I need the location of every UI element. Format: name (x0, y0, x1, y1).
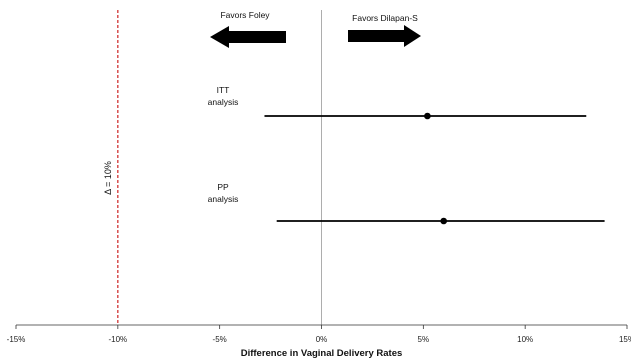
margin-label: Δ = 10% (103, 161, 113, 195)
estimate-rows: ITT analysis PP analysis (208, 85, 605, 225)
row-label-line1: ITT (217, 85, 230, 95)
right-arrow-icon (348, 25, 421, 47)
x-axis-title: Difference in Vaginal Delivery Rates (241, 348, 403, 359)
left-arrow-icon (210, 26, 286, 48)
row-label-line1: PP (217, 182, 229, 192)
point-estimate (440, 217, 448, 225)
x-tick-label: 10% (517, 335, 533, 344)
x-tick-label: 0% (316, 335, 328, 344)
x-tick-label: 5% (418, 335, 430, 344)
row-label-line2: analysis (208, 97, 239, 107)
x-tick-label: -10% (108, 335, 127, 344)
x-tick-label: 15% (619, 335, 631, 344)
x-tick-label: -15% (7, 335, 26, 344)
favor-arrows: Favors Foley Favors Dilapan-S (210, 10, 421, 48)
x-axis-ticks: -15% -10% -5% 0% 5% 10% 15% (7, 325, 631, 344)
estimate-row: ITT analysis (208, 85, 587, 120)
favors-dilapan-label: Favors Dilapan-S (352, 13, 418, 23)
point-estimate (424, 112, 431, 120)
estimate-row: PP analysis (208, 182, 605, 225)
favors-foley-label: Favors Foley (220, 10, 270, 20)
x-tick-label: -5% (213, 335, 227, 344)
row-label-line2: analysis (208, 194, 239, 204)
